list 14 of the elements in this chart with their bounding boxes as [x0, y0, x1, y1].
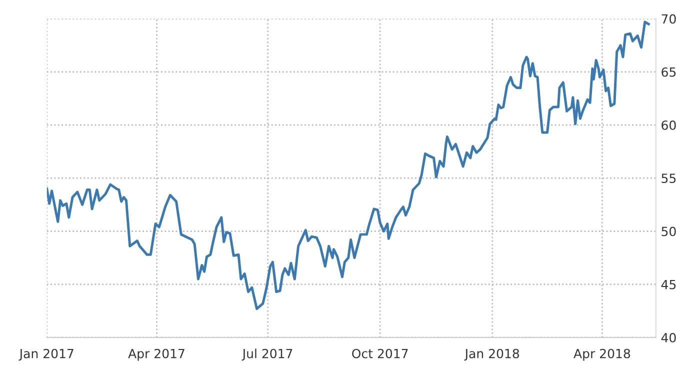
x-tick-label: Jul 2017: [242, 348, 292, 361]
x-tick-label: Apr 2018: [574, 348, 630, 361]
x-tick-label: Jan 2017: [18, 348, 74, 361]
y-tick-label: 60: [662, 120, 676, 130]
y-tick-label: 70: [662, 14, 676, 24]
x-tick-label: Oct 2017: [352, 348, 408, 358]
x-tick-label: Apr 2017: [128, 348, 184, 361]
y-tick-label: 65: [662, 67, 676, 77]
y-tick-label: 45: [661, 280, 676, 290]
y-tick-label: 55: [662, 174, 676, 184]
line-series: [46, 20, 650, 310]
y-tick-label: 40: [661, 332, 676, 342]
x-tick-label: Jan 2018: [464, 348, 520, 361]
y-tick-label: 50: [662, 226, 676, 236]
